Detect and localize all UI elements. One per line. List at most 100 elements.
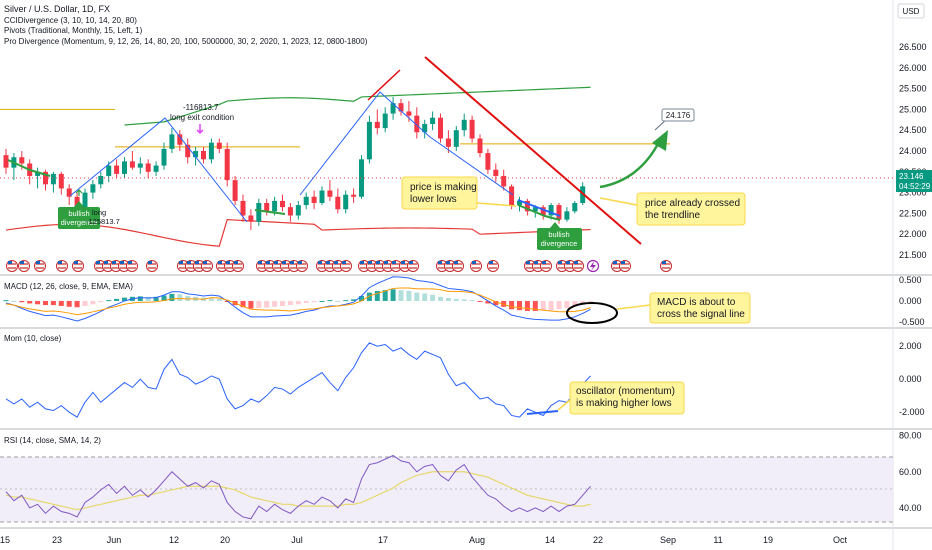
mom-higher-lows-line [526, 410, 559, 415]
candle-body [319, 190, 325, 203]
flag-canton [58, 261, 62, 264]
indicator-ccidivergence[interactable]: CCIDivergence (3, 10, 10, 14, 20, 80) [4, 16, 137, 25]
candle-body [445, 138, 451, 147]
candle-body [295, 205, 301, 216]
indicator-pivots[interactable]: Pivots (Traditional, Monthly, 15, Left, … [4, 26, 143, 35]
note-macd[interactable] [649, 292, 751, 324]
macd-histogram-bar [524, 300, 530, 311]
macd-histogram-bar [366, 292, 372, 301]
bullish-div-left-word2: divergence [61, 218, 98, 227]
macd-histogram-bar [137, 296, 143, 301]
macd-histogram-bar [509, 300, 515, 310]
price-tick-label: 23.000 [899, 188, 927, 198]
flag-canton [203, 261, 207, 264]
time-tick-label: 12 [169, 535, 179, 545]
mom-tick-label: 0.000 [899, 374, 922, 384]
candle-body [398, 103, 404, 112]
price-tick-label: 24.500 [899, 125, 927, 135]
macd-histogram-bar [272, 300, 278, 307]
candle-body [43, 171, 48, 185]
macd-histogram-bar [153, 296, 159, 301]
price-tick-label: 22.500 [899, 208, 927, 218]
left-divergence-value: -125813.7 [86, 217, 120, 226]
flag-canton [36, 261, 40, 264]
candle-body [201, 151, 206, 160]
candle-body [359, 159, 364, 197]
long-label: long [92, 208, 106, 217]
candle-body [272, 200, 278, 212]
candle-body [501, 175, 507, 187]
candle-body [335, 196, 341, 210]
macd-histogram-bar [58, 300, 64, 306]
macd-histogram-bar [295, 300, 301, 305]
macd-histogram-bar [564, 300, 570, 309]
bullish-divergence-label[interactable] [537, 228, 582, 250]
macd-histogram-bar [390, 289, 396, 301]
lower-band-line [5, 219, 591, 247]
indicator-pro-divergence[interactable]: Pro Divergence (Momentum, 9, 12, 26, 14,… [4, 37, 368, 46]
swing-line-left [69, 117, 248, 223]
candle-body [438, 117, 443, 139]
candle-body [556, 205, 562, 220]
rsi-pane-title[interactable]: RSI (14, close, SMA, 14, 2) [4, 436, 101, 445]
currency-button[interactable] [897, 3, 925, 19]
flag-canton [566, 261, 570, 264]
flag-canton [195, 261, 199, 264]
candle-body [343, 194, 349, 210]
macd-pane-title[interactable]: MACD (12, 26, close, 9, EMA, EMA) [4, 282, 133, 291]
last-price: 23.146 [899, 172, 924, 181]
macd-histogram-bar [398, 290, 404, 301]
div-label-pointer-icon [74, 201, 84, 207]
macd-histogram-bar [445, 298, 451, 301]
note-pointer [599, 197, 638, 206]
bullish-div-word1: bullish [548, 230, 569, 239]
flag-canton [179, 261, 183, 264]
time-tick-label: 15 [0, 535, 10, 545]
trendline[interactable] [424, 56, 642, 245]
mom-tick-label: -2.000 [899, 407, 925, 417]
macd-histogram-bar [114, 298, 120, 301]
note-oscillator[interactable] [569, 381, 685, 415]
flag-canton [472, 261, 476, 264]
macd-histogram-bar [343, 300, 349, 302]
macd-histogram-bar [303, 300, 309, 304]
target-label-box[interactable] [661, 108, 695, 122]
flag-canton [342, 261, 346, 264]
candle-body [193, 151, 199, 158]
projection-arrow [599, 139, 662, 189]
note-lower-lows[interactable] [401, 176, 478, 210]
macd-histogram-bar [540, 300, 546, 311]
macd-histogram-bar [50, 300, 56, 306]
macd-histogram-bar [256, 300, 262, 309]
macd-histogram-bar [414, 292, 420, 301]
trendline-short[interactable] [367, 69, 401, 101]
candle-body [303, 196, 309, 206]
rsi-tick-label: 60.00 [899, 467, 922, 477]
target-label: 24.176 [666, 111, 691, 120]
flag-canton [274, 261, 278, 264]
macd-histogram-bar [319, 300, 325, 302]
momentum-line [5, 342, 591, 418]
bullish-divergence-label-left[interactable] [58, 207, 100, 229]
flag-canton [401, 261, 405, 264]
time-tick-label: 23 [52, 535, 62, 545]
macd-histogram-bar [351, 299, 357, 301]
candle-body [106, 165, 112, 176]
macd-histogram-bar [311, 300, 317, 303]
candle-body [485, 153, 491, 170]
macd-tick-label: 0.000 [899, 296, 922, 306]
candle-body [122, 161, 127, 174]
mom-pane-title[interactable]: Mom (10, close) [4, 334, 62, 343]
flag-canton [8, 261, 12, 264]
candle-body [366, 121, 372, 160]
macd-histogram-bar [90, 300, 96, 305]
upper-band-line [124, 86, 591, 126]
note-crossed-trendline[interactable] [636, 192, 746, 226]
macd-histogram-bar [43, 300, 48, 306]
macd-histogram-bar [169, 293, 175, 301]
time-tick-label: 19 [763, 535, 773, 545]
candle-body [161, 148, 167, 166]
macd-histogram-bar [461, 299, 467, 301]
flag-canton [558, 261, 562, 264]
